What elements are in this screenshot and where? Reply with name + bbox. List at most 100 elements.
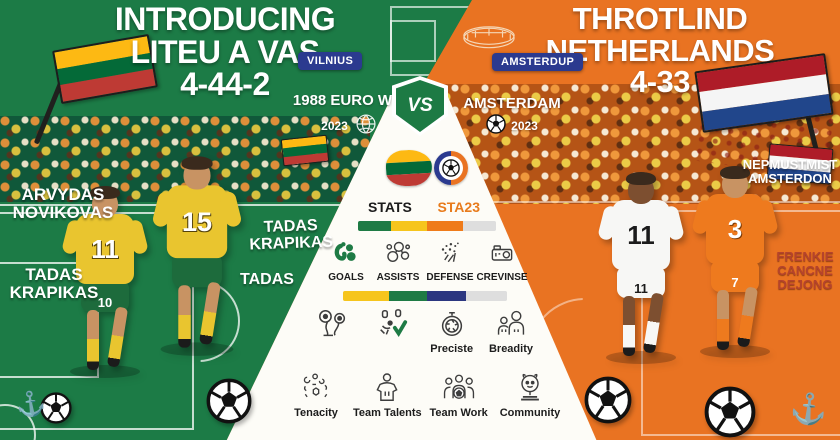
netherlands-ball-badge bbox=[434, 151, 468, 185]
jersey-person-icon bbox=[373, 371, 401, 405]
shorts-number: 10 bbox=[97, 295, 113, 310]
formation-label: 4-44-2 bbox=[180, 66, 270, 103]
stats-heading: STATS STA23 bbox=[368, 199, 480, 215]
player-head bbox=[626, 172, 656, 204]
player-head bbox=[720, 166, 750, 198]
netherlands-title: THROTLIND NETHERLANDS 4-33 bbox=[505, 3, 815, 98]
vs-shield: VS bbox=[392, 76, 448, 136]
lithuania-title: INTRODUCING LITEU A VAS 4-44-2 bbox=[55, 3, 395, 101]
stat-row-3: Tenacity Team Talents Team Work Communit… bbox=[288, 371, 561, 419]
vilnius-badge: VILNIUS bbox=[298, 52, 363, 70]
stat-team-work: Team Work bbox=[429, 371, 488, 419]
football-icon bbox=[40, 392, 72, 424]
lithuania-event: 1988 EURO WIN 2023 bbox=[290, 92, 410, 140]
stat-label: DEFENSE bbox=[426, 272, 474, 283]
player-leg bbox=[642, 292, 665, 354]
stat-defense: DEFENSE bbox=[424, 236, 476, 283]
event-title: AMSTERDAM bbox=[463, 95, 561, 112]
stat-label: Preciste bbox=[430, 343, 474, 355]
tactic-check-icon bbox=[375, 307, 409, 341]
event-title: 1988 EURO WIN bbox=[292, 92, 408, 109]
stat-breadity: Breadity bbox=[483, 307, 539, 355]
stat-label: ASSISTS bbox=[376, 272, 420, 283]
player-leg bbox=[178, 285, 191, 348]
player-leg bbox=[736, 286, 759, 348]
football-icon bbox=[584, 376, 632, 424]
player-name-label: FRENKIE CANCNE DEJONG bbox=[776, 249, 834, 292]
stat-label: Team Work bbox=[429, 407, 488, 419]
player-name-label: TADAS bbox=[240, 271, 294, 288]
formation-label: 4-33 bbox=[629, 64, 691, 100]
stat-goals: GOALS bbox=[320, 236, 372, 283]
trophy-face-icon bbox=[514, 371, 546, 405]
stopwatch-icon bbox=[437, 307, 467, 341]
player-jersey: 3 bbox=[706, 194, 764, 264]
stat-bar-2 bbox=[343, 291, 507, 301]
jersey-number: 11 bbox=[91, 233, 119, 264]
stat-label: Team Talents bbox=[353, 407, 422, 419]
stat-label: GOALS bbox=[328, 272, 364, 283]
stat-label: Community bbox=[499, 407, 561, 419]
jersey-number: 11 bbox=[627, 219, 655, 250]
stat-bar-1 bbox=[358, 221, 496, 231]
anchor-icon bbox=[788, 390, 829, 429]
title-line: THROTLIND bbox=[572, 1, 748, 36]
stat-bar-segment bbox=[465, 291, 507, 301]
player-leg bbox=[87, 310, 99, 370]
title-line: INTRODUCING bbox=[114, 1, 336, 37]
football-icon bbox=[206, 378, 252, 424]
tenacity-icon bbox=[300, 371, 332, 405]
globe-icon bbox=[353, 111, 379, 140]
stats-heading-left: STATS bbox=[368, 199, 412, 215]
player-illustration-netherlands-2: 3 7 bbox=[690, 166, 780, 358]
stat-row-2: Preciste Breadity bbox=[305, 307, 539, 355]
stadium-sketch-icon bbox=[460, 24, 518, 57]
shorts-number: 11 bbox=[634, 281, 648, 296]
stat-row-1: GOALS ASSISTS DEFENSE CREVINSE bbox=[320, 236, 528, 283]
stat-label: Breadity bbox=[488, 343, 533, 355]
stat-bar-segment bbox=[426, 221, 463, 231]
player-illustration-lithuania-1: 11 10 bbox=[60, 186, 150, 378]
player-name-label: TADAS KRAPIKAS bbox=[9, 265, 99, 303]
stat-label: CREVINSE bbox=[476, 272, 528, 283]
anchor-icon bbox=[14, 388, 48, 421]
footballs-icon bbox=[316, 307, 350, 341]
football-icon bbox=[704, 386, 756, 438]
title-line: LITEU A VAS bbox=[130, 33, 320, 70]
football-icon bbox=[439, 156, 463, 180]
stat-community: Community bbox=[499, 371, 561, 419]
stat-preciste: Preciste bbox=[424, 307, 480, 355]
player-illustration-lithuania-2: 15 bbox=[150, 156, 244, 356]
stat-bar-segment bbox=[391, 221, 427, 231]
defense-icon bbox=[436, 236, 464, 270]
camera-box-icon bbox=[488, 236, 516, 270]
title-line: NETHERLANDS bbox=[545, 32, 775, 68]
player-name-label: ARVYDAS NOVIKOVAS bbox=[12, 185, 114, 223]
stats-heading-right: STA23 bbox=[437, 199, 480, 215]
player-jersey: 11 bbox=[612, 200, 670, 270]
stat-tactics bbox=[364, 307, 420, 355]
stat-crevinse: CREVINSE bbox=[476, 236, 528, 283]
player-illustration-netherlands-1: 11 11 bbox=[596, 172, 686, 364]
player-leg bbox=[106, 306, 129, 368]
player-jersey: 11 bbox=[76, 214, 134, 284]
stat-bar-segment bbox=[358, 221, 392, 231]
stat-tenacity: Tenacity bbox=[288, 371, 344, 419]
jersey-number: 3 bbox=[727, 213, 743, 244]
stat-label: Tenacity bbox=[294, 407, 338, 419]
goals-icon bbox=[332, 236, 360, 270]
stat-team-talents: Team Talents bbox=[353, 371, 422, 419]
team-ball-icon bbox=[442, 371, 476, 405]
player-leg bbox=[717, 290, 729, 350]
stat-assists: ASSISTS bbox=[372, 236, 424, 283]
stat-footballs bbox=[305, 307, 361, 355]
duo-people-icon bbox=[495, 307, 527, 341]
stat-bar-segment bbox=[388, 291, 427, 301]
player-head bbox=[90, 186, 120, 218]
netherlands-event: AMSTERDAM 2023 bbox=[460, 95, 564, 137]
player-name-label: NEPMUSTMIST AMSTERDON bbox=[742, 157, 838, 186]
goal-frame-inner-lines bbox=[390, 20, 436, 62]
stat-bar-segment bbox=[343, 291, 389, 301]
shorts-number: 7 bbox=[731, 275, 739, 290]
